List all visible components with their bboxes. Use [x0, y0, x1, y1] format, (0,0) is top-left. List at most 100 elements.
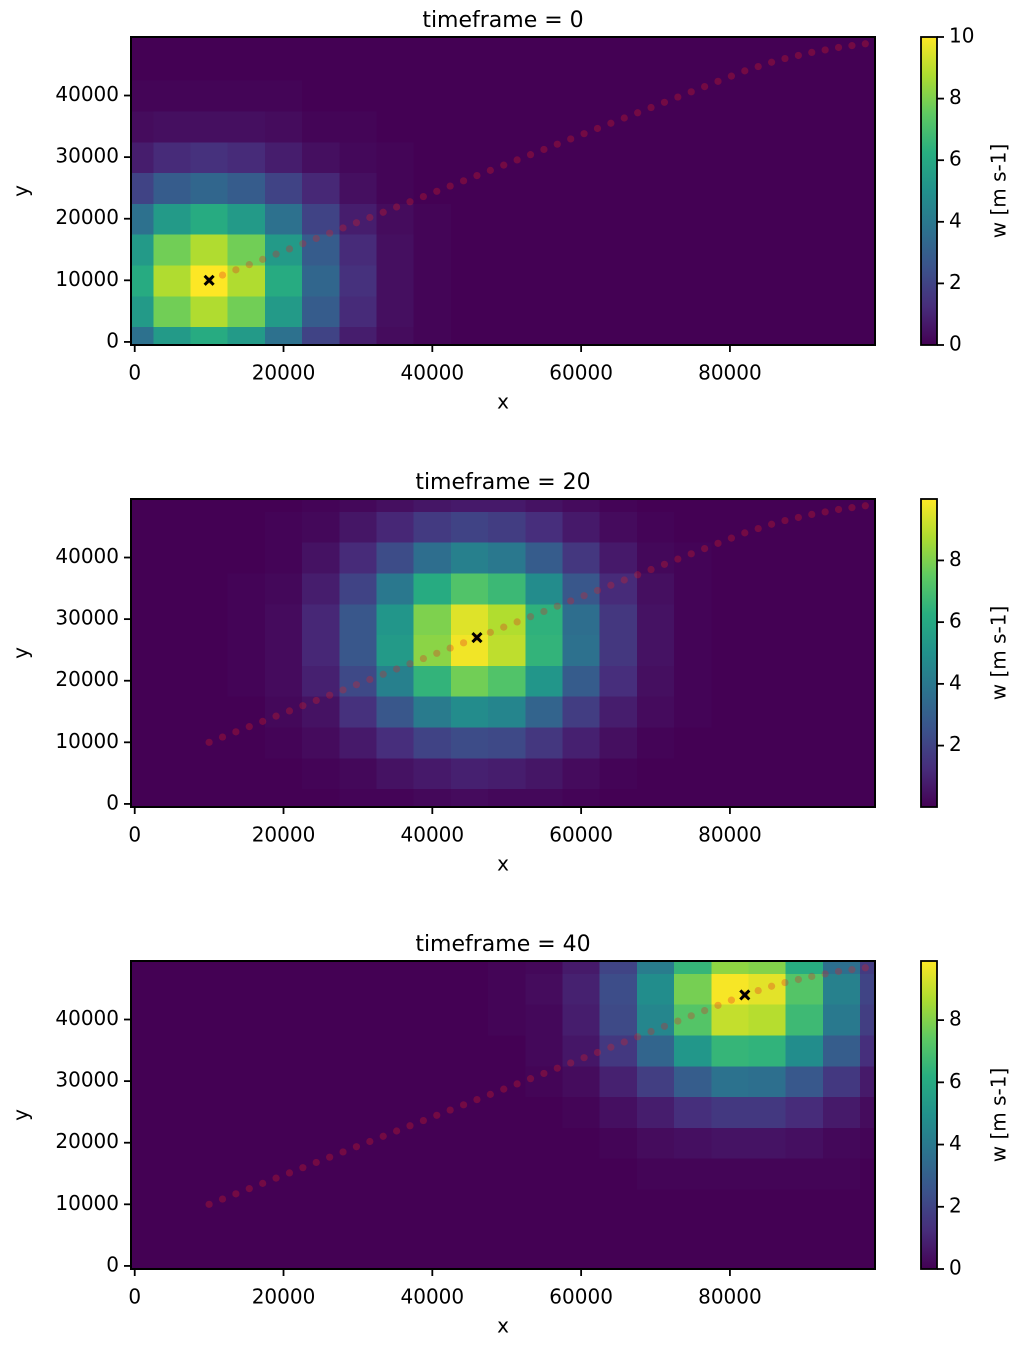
heatmap-cell [413, 234, 452, 266]
heatmap-cell [153, 295, 192, 328]
track-point [486, 628, 494, 636]
heatmap-cell [302, 603, 340, 636]
heatmap-cell [190, 1158, 229, 1190]
heatmap-cell [488, 665, 526, 697]
track-point [259, 717, 267, 725]
heatmap-cell [339, 1219, 378, 1252]
heatmap-cell [302, 1188, 340, 1221]
heatmap-cell [302, 1158, 340, 1190]
heatmap-cell [190, 757, 229, 790]
heatmap-cell [525, 1250, 564, 1270]
heatmap-cell [562, 634, 601, 666]
heatmap-cell [785, 203, 824, 235]
colorbar-tick-label: 2 [949, 1193, 962, 1217]
x-tick-label: 80000 [698, 823, 762, 847]
heatmap-cell [525, 973, 564, 1005]
heatmap-cell [785, 1158, 824, 1190]
track-point [647, 103, 655, 112]
heatmap-cell [674, 1158, 712, 1190]
heatmap-cell [748, 1219, 787, 1252]
heatmap-cell [413, 80, 452, 112]
track-point [473, 1096, 481, 1104]
heatmap-cell [339, 726, 378, 759]
heatmap-cell [153, 572, 192, 605]
heatmap-cell [562, 1096, 601, 1128]
heatmap-cell [674, 1127, 712, 1159]
heatmap-cell [636, 1127, 675, 1159]
track-point [419, 192, 427, 201]
heatmap-cell [822, 37, 861, 50]
track-point [352, 681, 361, 689]
heatmap-cell [376, 264, 415, 297]
heatmap-cell [376, 234, 415, 266]
heatmap-cell [785, 295, 824, 328]
heatmap-cell [227, 511, 266, 543]
track-point [714, 539, 722, 547]
track-point [446, 1106, 454, 1114]
track-point [821, 46, 829, 54]
track-point [513, 156, 521, 164]
track-point [687, 550, 695, 558]
heatmap-cell [131, 511, 154, 543]
track-point [459, 639, 468, 647]
track-point [285, 707, 294, 715]
track-point [834, 43, 843, 52]
heatmap-cell [860, 326, 876, 346]
heatmap-cell [413, 326, 452, 346]
heatmap-cell [264, 973, 303, 1005]
track-point [674, 93, 682, 101]
heatmap-cell [822, 572, 861, 605]
heatmap-cell [153, 264, 192, 297]
heatmap-cell [822, 141, 861, 174]
heatmap-cell [562, 49, 601, 81]
track-point [781, 54, 789, 63]
track-point [634, 109, 642, 117]
heatmap-cell [153, 961, 192, 974]
track-point [620, 576, 628, 584]
heatmap-cell [302, 726, 340, 759]
heatmap-cell [562, 264, 601, 297]
heatmap-cell [674, 203, 712, 235]
heatmap-cell [599, 110, 638, 143]
track-point [741, 529, 749, 537]
heatmap-cell [413, 634, 452, 666]
x-tick-label: 0 [128, 823, 141, 847]
heatmap-cell [525, 696, 564, 728]
heatmap-cell [413, 1250, 452, 1270]
heatmap-cell [131, 603, 154, 636]
heatmap-cell [488, 634, 526, 666]
track-point [647, 565, 655, 574]
heatmap-cell [711, 542, 750, 574]
heatmap-cell [525, 326, 564, 346]
heatmap-cell [376, 1158, 415, 1190]
heatmap-cell [860, 634, 876, 666]
heatmap-cell [153, 326, 192, 346]
heatmap-cell [376, 295, 415, 328]
heatmap-cell [599, 1127, 638, 1159]
track-point [701, 82, 709, 91]
heatmap-cell [860, 1158, 876, 1190]
heatmap-cell [860, 1219, 876, 1252]
heatmap-cell [376, 572, 415, 605]
heatmap-cell [376, 757, 415, 790]
track-point [312, 234, 320, 243]
track-point [272, 712, 280, 720]
heatmap-cell [674, 696, 712, 728]
heatmap-cell [674, 80, 712, 112]
heatmap-cell [488, 234, 526, 266]
heatmap-cell [376, 696, 415, 728]
heatmap-cell [413, 264, 452, 297]
heatmap-cell [599, 1188, 638, 1221]
heatmap-cell [674, 1034, 712, 1067]
heatmap-cell [822, 80, 861, 112]
heatmap-cell [190, 511, 229, 543]
heatmap-cell [450, 499, 489, 512]
heatmap-cell [227, 110, 266, 143]
heatmap-cell [264, 1250, 303, 1270]
heatmap-cell [488, 1219, 526, 1252]
track-point [245, 723, 253, 731]
heatmap-cell [339, 326, 378, 346]
track-point [366, 675, 374, 684]
heatmap-cell [302, 1004, 340, 1036]
x-tick-label: 20000 [252, 1285, 316, 1309]
